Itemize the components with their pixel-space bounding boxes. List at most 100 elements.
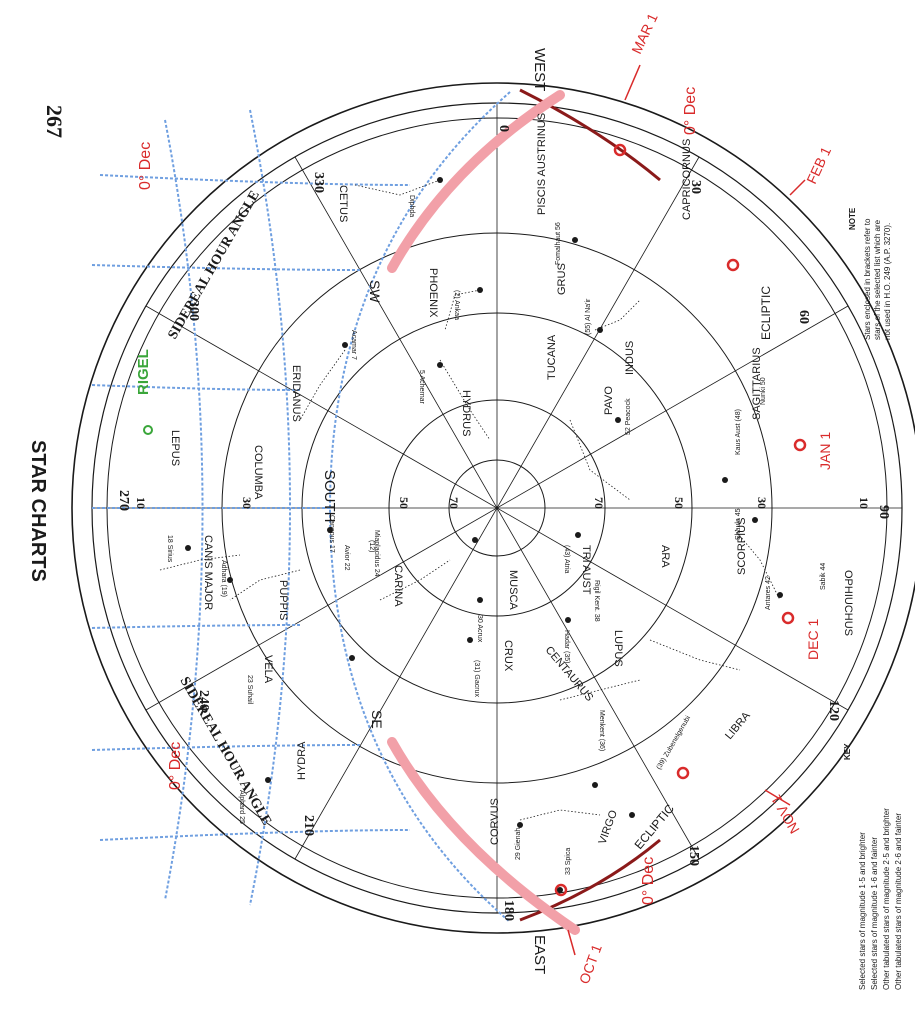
note-title: NOTE: [848, 207, 857, 230]
se-label: SE: [369, 710, 385, 729]
note-line1: Stars enclosed in brackets refer to: [863, 218, 872, 340]
star-shaula: Shaula 45: [735, 508, 742, 540]
rigel-label: RIGEL: [135, 349, 152, 395]
star-sabik: Sabik 44: [820, 563, 827, 590]
hydrus-label: HYDRUS: [460, 390, 472, 436]
star-canopus: Canopus 17: [328, 515, 335, 553]
constellation-lines: [159, 179, 781, 821]
key-row1: Selected stars of magnitude 1·5 and brig…: [858, 832, 867, 990]
star-peacock: 52 Peacock: [625, 398, 632, 435]
star-gacrux: (31) Gacrux: [473, 660, 480, 697]
star-markers: [185, 177, 783, 893]
ecliptic-label-top: ECLIPTIC: [759, 286, 773, 340]
oct-label: OCT 1: [576, 942, 605, 986]
corvus-label: CORVUS: [489, 798, 501, 845]
vela-label: VELA: [262, 655, 274, 684]
sw-label: SW: [367, 280, 383, 303]
indus-label: INDUS: [624, 341, 636, 375]
tucana-label: TUCANA: [546, 334, 558, 380]
star-fomalhaut: Fomalhaut 56: [555, 222, 562, 265]
east-label: EAST: [531, 935, 548, 974]
star-ankaa: (2) Ankaa: [453, 290, 460, 320]
star-nunki: Nunki 50: [760, 377, 767, 405]
hydra-label: HYDRA: [296, 741, 308, 780]
month-labels: MAR 1 FEB 1 JAN 1 DEC 1 NOV 1 OCT 1: [576, 11, 834, 986]
dec-ring-10-left: 10: [134, 497, 148, 509]
note-line3: not used in H.O. 249 (A.P. 3270).: [883, 223, 892, 340]
sha-0: 0: [496, 125, 511, 132]
dec-ring-30-right: 30: [755, 497, 769, 509]
columba-label: COLUMBA: [252, 445, 264, 500]
sha-30: 30: [688, 180, 703, 194]
sha-330: 330: [311, 172, 326, 193]
scorpius-label: SCORPIUS: [736, 518, 748, 575]
star-antares: Antares 42: [765, 576, 772, 610]
note-line2: stars of the selected list which are: [873, 219, 882, 340]
month-markers: [554, 143, 807, 897]
page-number: 267: [42, 105, 67, 138]
sha-90: 90: [876, 505, 891, 519]
feb-label: FEB 1: [803, 144, 834, 186]
dec-label-top-left: 0° Dec: [137, 142, 154, 190]
constellation-labels: CETUS PHOENIX PISCIS AUSTRINUS CAPRICORN…: [169, 113, 854, 846]
star-alphard: Alphard 25: [238, 790, 245, 824]
ara-label: ARA: [659, 545, 671, 568]
key-title: KEY: [843, 743, 852, 760]
page-header: STAR CHARTS: [27, 440, 49, 582]
nov-label: NOV 1: [768, 792, 803, 837]
note-block: NOTE Stars enclosed in brackets refer to…: [848, 207, 892, 340]
star-labels: Diphda Fomalhaut 56 (2) Ankaa 5 Achernar…: [166, 195, 827, 875]
dec-label-bottom-left: 0° Dec: [167, 742, 184, 790]
key-row2: Selected stars of magnitude 1·6 and fain…: [870, 837, 879, 990]
sha-180: 180: [501, 900, 516, 921]
key-block: KEY Selected stars of magnitude 1·5 and …: [843, 743, 903, 990]
star-spica: 33 Spica: [565, 848, 572, 875]
sha-300: 300: [186, 300, 201, 321]
month-arrows: [567, 64, 806, 956]
sha-labels: 330 300 270 240 210 180 150 120 90 60 30…: [116, 125, 891, 921]
pink-arc-top: [387, 90, 565, 273]
star-achernar: 5 Achernar: [418, 370, 425, 405]
star-zuben: (39) Zubenelgenubi: [656, 715, 693, 771]
sha-60: 60: [796, 310, 811, 324]
dec-ring-50-right: 50: [672, 497, 686, 509]
crux-label: CRUX: [502, 640, 514, 672]
dec-label-top-right: 0° Dec: [682, 87, 699, 135]
rigel-marker: [143, 425, 153, 435]
star-rigil: Rigil Kent. 38: [593, 580, 600, 622]
star-miaplacidus: Miaplacidus 24: [373, 530, 380, 577]
ecliptic-arc-bottom: [519, 838, 661, 922]
key-row3: Other tabulated stars of magnitude 2·5 a…: [882, 808, 891, 990]
lupus-label: LUPUS: [612, 630, 624, 667]
virgo-label: VIRGO: [597, 808, 621, 846]
cetus-label: CETUS: [337, 185, 349, 222]
star-sirius: 18 Sirius: [166, 535, 173, 563]
pink-arc-bottom: [387, 737, 580, 935]
star-diphda: Diphda: [408, 195, 415, 217]
star-adhara: Adhara (19): [220, 560, 227, 597]
star-acrux: 30 Acrux: [476, 615, 483, 643]
star-avior: Avior 22: [343, 545, 350, 571]
sha-title-bottom: SIDEREAL HOUR ANGLE: [177, 675, 274, 829]
dec-label-bottom-right: 0° Dec: [640, 857, 657, 905]
blue-dashed-grid: [91, 91, 511, 923]
star-acamar: Acamar 7: [350, 330, 357, 360]
sagittarius-label: SAGITTARIUS: [751, 347, 763, 420]
dec-month-label: DEC 1: [805, 619, 821, 660]
west-label: WEST: [531, 48, 548, 91]
sha-150: 150: [686, 845, 701, 866]
tri-aust-label: TRI AUST: [580, 545, 592, 595]
star-atria: (43) Atria: [563, 545, 570, 574]
star-alnair-label: (12): [368, 540, 375, 552]
eridanus-label: ERIDANUS: [290, 365, 302, 422]
phoenix-label: PHOENIX: [427, 268, 439, 318]
dec-ring-30-left: 30: [240, 497, 254, 509]
sha-210: 210: [301, 815, 316, 836]
star-kaus: Kaus Aust (48): [735, 409, 742, 455]
dec-ring-10-right: 10: [857, 497, 871, 509]
star-gienah: 29 Gienah: [515, 828, 522, 860]
capricornus-label: CAPRICORNUS: [681, 139, 693, 220]
sha-270: 270: [116, 490, 131, 511]
star-al-na-ir: (55) Al Na'ir: [585, 298, 592, 335]
